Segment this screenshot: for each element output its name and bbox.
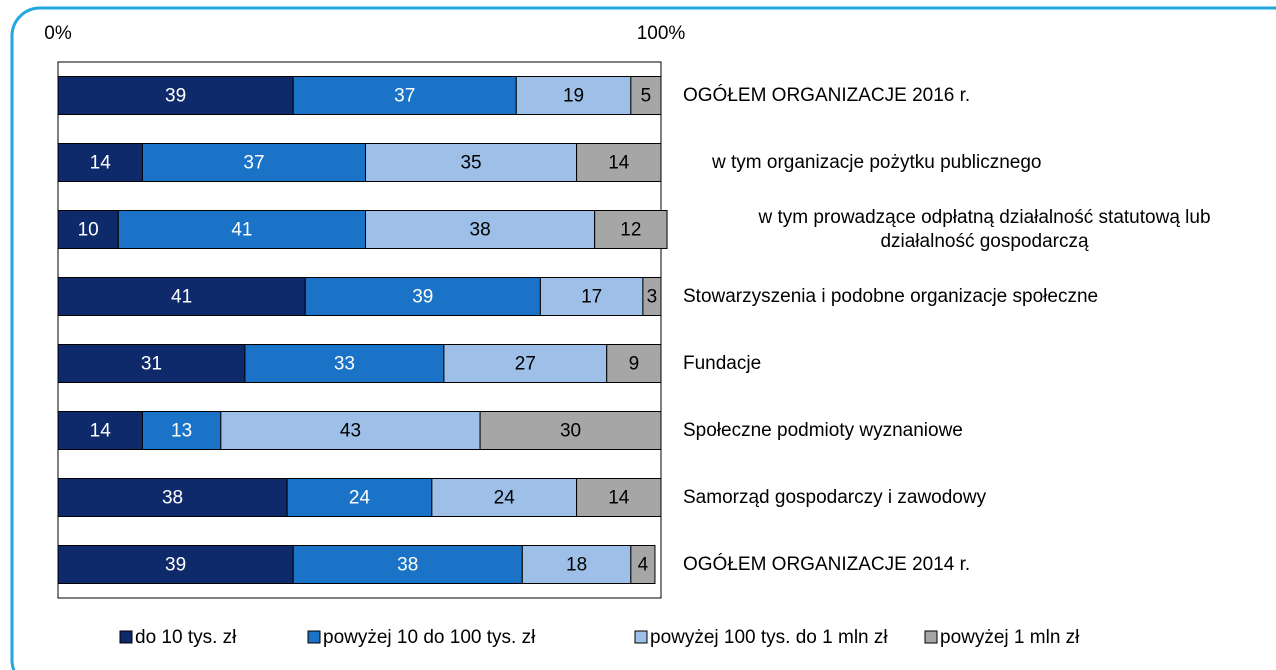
bar-segment	[594, 210, 668, 249]
value-label: 37	[243, 153, 264, 174]
bar-segment	[479, 411, 662, 450]
bar-segment	[521, 545, 632, 584]
value-label: 12	[620, 220, 641, 241]
value-label: 14	[90, 153, 112, 174]
category-label: OGÓŁEM ORGANIZACJE 2014 r.	[683, 553, 971, 575]
category-label: Społeczne podmioty wyznaniowe	[683, 419, 963, 441]
value-label: 41	[171, 287, 192, 308]
value-label: 33	[334, 354, 355, 375]
bar-segment	[220, 411, 481, 450]
bar-segment	[286, 478, 433, 517]
bar-segment	[443, 344, 608, 383]
value-label: 4	[638, 555, 649, 576]
bar-segment	[57, 411, 143, 450]
bar-segment	[244, 344, 445, 383]
value-label: 39	[412, 287, 433, 308]
value-label: 24	[494, 488, 516, 509]
bar-segment	[576, 143, 662, 182]
bar-segment	[57, 478, 288, 517]
bar-segment	[141, 143, 367, 182]
value-label: 14	[90, 421, 112, 442]
value-label: 17	[581, 287, 602, 308]
bar-segment	[304, 277, 541, 316]
value-label: 18	[566, 555, 587, 576]
value-label: 38	[397, 555, 418, 576]
value-label: 3	[647, 287, 658, 308]
bar-segment	[117, 210, 367, 249]
legend-swatch	[924, 630, 938, 644]
legend-label: powyżej 1 mln zł	[940, 627, 1080, 648]
value-label: 10	[78, 220, 99, 241]
bar-segment	[141, 411, 222, 450]
bar-segment	[365, 143, 578, 182]
bar-segment	[576, 478, 662, 517]
value-label: 38	[470, 220, 491, 241]
bar-segment	[292, 76, 517, 115]
bar-segment	[630, 76, 662, 115]
bar-segment	[57, 545, 294, 584]
value-label: 13	[171, 421, 192, 442]
category-label: Samorząd gospodarczy i zawodowy	[683, 486, 987, 508]
value-label: 38	[162, 488, 183, 509]
value-label: 39	[165, 86, 186, 107]
value-label: 9	[629, 354, 640, 375]
x-tick-label: 0%	[44, 23, 72, 44]
value-label: 43	[340, 421, 361, 442]
legend-swatch	[307, 630, 321, 644]
value-label: 14	[608, 488, 630, 509]
bar-segment	[606, 344, 662, 383]
bar-segment	[642, 277, 662, 316]
category-label: OGÓŁEM ORGANIZACJE 2016 r.	[683, 84, 971, 106]
bar-segment	[57, 76, 294, 115]
category-label: Fundacje	[683, 352, 762, 374]
legend-label: powyżej 10 do 100 tys. zł	[323, 627, 536, 648]
bar-segment	[515, 76, 632, 115]
value-label: 31	[141, 354, 162, 375]
value-label: 37	[394, 86, 415, 107]
category-label: w tym organizacje pożytku publicznego	[712, 151, 1042, 173]
frame	[10, 6, 1276, 670]
value-label: 30	[560, 421, 581, 442]
legend-swatch	[634, 630, 648, 644]
value-label: 39	[165, 555, 186, 576]
legend-swatch	[119, 630, 133, 644]
legend-label: powyżej 100 tys. do 1 mln zł	[650, 627, 888, 648]
plot-area	[57, 61, 662, 599]
value-label: 41	[231, 220, 252, 241]
value-label: 24	[349, 488, 371, 509]
value-label: 5	[641, 86, 652, 107]
bar-segment	[292, 545, 523, 584]
category-label: w tym prowadzące odpłatną działalność st…	[758, 206, 1211, 252]
bar-segment	[431, 478, 578, 517]
legend-label: do 10 tys. zł	[135, 627, 237, 648]
category-label: Stowarzyszenia i podobne organizacje spo…	[683, 285, 1099, 307]
value-label: 35	[460, 153, 481, 174]
value-label: 19	[563, 86, 584, 107]
value-label: 27	[515, 354, 536, 375]
bar-segment	[57, 344, 246, 383]
x-tick-label: 100%	[637, 23, 686, 44]
bar-segment	[630, 545, 656, 584]
value-label: 14	[608, 153, 630, 174]
